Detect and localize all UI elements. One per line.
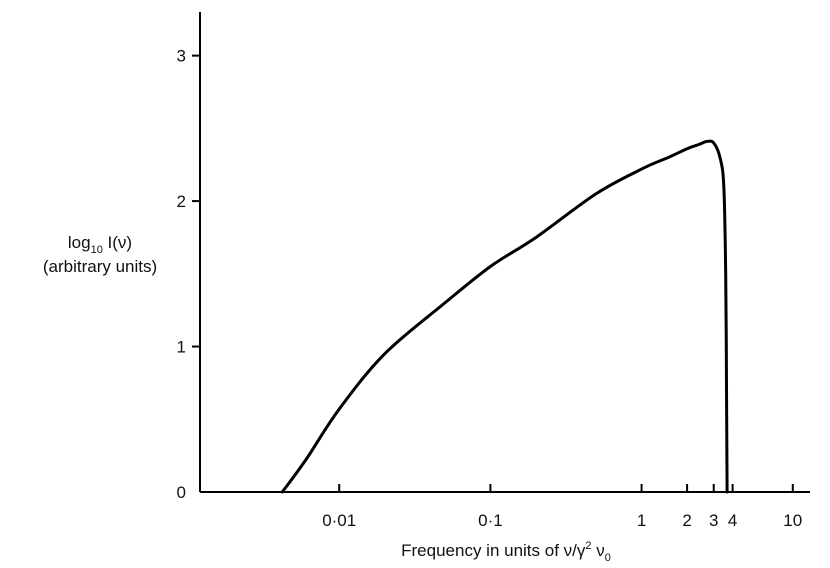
x-tick-label-2: 2 (682, 511, 691, 530)
x-axis-title-main: Frequency in units of ν/γ (401, 541, 586, 560)
x-axis-title-subscript: 0 (605, 552, 611, 564)
x-axis-title-nu: ν (592, 541, 605, 560)
x-tick-label-4: 4 (728, 511, 737, 530)
x-tick-label-1: 1 (637, 511, 646, 530)
x-axis-title: Frequency in units of ν/γ2 ν0 (401, 540, 611, 564)
axes (199, 12, 810, 493)
y-axis-title-line1: log10 I(ν) (68, 233, 132, 256)
x-tick-label-0·1: 0·1 (478, 511, 503, 530)
y-axis-title-line2: (arbitrary units) (43, 257, 157, 276)
x-tick-label-0·01: 0·01 (322, 511, 356, 530)
y-tick-label-3: 3 (177, 47, 186, 66)
y-tick-label-2: 2 (177, 192, 186, 211)
series (280, 139, 729, 494)
x-tick-label-3: 3 (709, 511, 718, 530)
series-line-0 (280, 139, 729, 494)
y-tick-label-1: 1 (177, 338, 186, 357)
y-axis-title-function: I(ν) (103, 233, 132, 252)
y-tick-label-0: 0 (177, 483, 186, 502)
x-tick-label-10: 10 (783, 511, 802, 530)
x-axis-title-superscript: 2 (585, 540, 591, 552)
y-axis-title-subscript: 10 (91, 244, 103, 256)
y-axis-title-log: log (68, 233, 91, 252)
